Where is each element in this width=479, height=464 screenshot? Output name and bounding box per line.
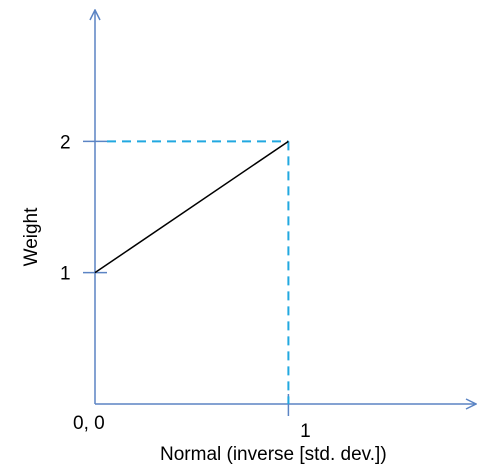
series-group	[94, 140, 289, 274]
guide-lines	[107, 140, 290, 404]
tick-marks	[83, 140, 290, 416]
y-axis-title: Weight	[21, 207, 42, 267]
y-tick-label: 2	[60, 132, 71, 153]
tick-labels: 1 2 1	[60, 132, 311, 442]
x-axis-title: Normal (inverse [std. dev.])	[160, 444, 387, 464]
weight-line	[94, 140, 289, 274]
x-tick-label: 1	[300, 421, 311, 442]
origin-label: 0, 0	[73, 413, 105, 434]
y-tick-label: 1	[60, 264, 71, 285]
